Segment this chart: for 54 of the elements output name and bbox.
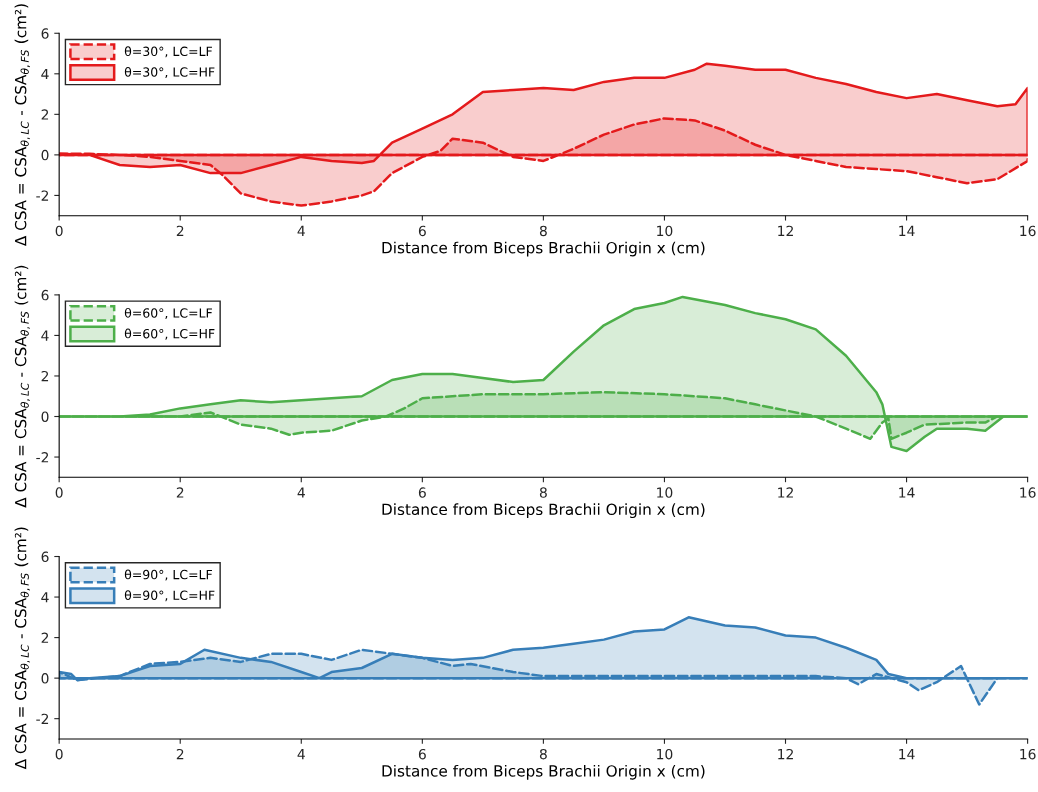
x-tick-label: 6 [418,225,426,237]
y-tick-label: 4 [41,68,49,80]
x-tick-label: 4 [297,487,305,498]
y-tick-label: -2 [36,713,49,724]
x-tick-label: 0 [55,487,63,498]
x-tick-label: 16 [1020,225,1036,237]
legend-label: θ=60°, LC=HF [124,328,215,340]
x-tick-label: 8 [539,487,547,498]
x-tick-label: 16 [1020,487,1036,498]
y-tick-label: 4 [41,592,49,603]
y-axis-title: Δ CSA = CSA$_{θ,LC}$ - CSA$_{θ,FS}$ (cm²) [14,4,30,247]
legend-label: θ=60°, LC=LF [124,307,212,319]
x-tick-label: 14 [899,749,915,760]
y-axis-title: Δ CSA = CSA$_{θ,LC}$ - CSA$_{θ,FS}$ (cm²) [14,265,30,508]
y-axis-title: Δ CSA = CSA$_{θ,LC}$ - CSA$_{θ,FS}$ (cm²) [14,527,30,770]
x-tick-label: 12 [778,487,793,498]
x-tick-label: 8 [539,748,547,760]
legend-label: θ=90°, LC=HF [124,590,215,602]
y-tick-label: -2 [36,190,49,201]
x-tick-label: 4 [297,225,305,236]
x-axis-title: Distance from Biceps Brachii Origin x (cm) [382,764,705,780]
legend-label: θ=30°, LC=HF [124,66,215,79]
x-tick-label: 2 [176,225,184,236]
y-tick-label: 4 [41,330,49,341]
x-tick-label: 0 [55,748,63,760]
x-tick-label: 6 [418,748,426,760]
x-tick-label: 14 [899,487,915,498]
x-tick-label: 4 [297,749,305,760]
x-tick-label: 10 [657,225,673,237]
x-tick-label: 2 [176,748,184,760]
y-tick-label: 2 [41,109,49,120]
y-tick-label: 6 [41,28,49,39]
x-axis-title: Distance from Biceps Brachii Origin x (cm) [382,503,705,519]
y-tick-label: 0 [41,149,49,161]
y-tick-label: 2 [41,370,49,382]
y-tick-label: -2 [36,452,49,463]
y-tick-label: 2 [41,632,49,643]
y-tick-label: 0 [41,673,49,684]
x-tick-label: 10 [657,487,673,498]
legend-label: θ=90°, LC=LF [124,569,212,581]
x-tick-label: 8 [539,225,547,237]
legend-label: θ=30°, LC=LF [124,46,212,58]
x-axis-title: Distance from Biceps Brachii Origin x (cm) [382,241,705,257]
x-tick-label: 2 [176,487,184,498]
x-tick-label: 14 [899,225,915,236]
x-tick-label: 10 [657,748,673,760]
x-tick-label: 12 [778,225,793,236]
y-tick-label: 6 [41,551,49,562]
y-tick-label: 0 [41,411,49,422]
y-tick-label: 6 [41,289,49,301]
x-tick-label: 12 [778,748,793,760]
x-tick-label: 0 [55,225,63,237]
x-tick-label: 6 [418,487,426,498]
x-tick-label: 16 [1020,748,1036,760]
